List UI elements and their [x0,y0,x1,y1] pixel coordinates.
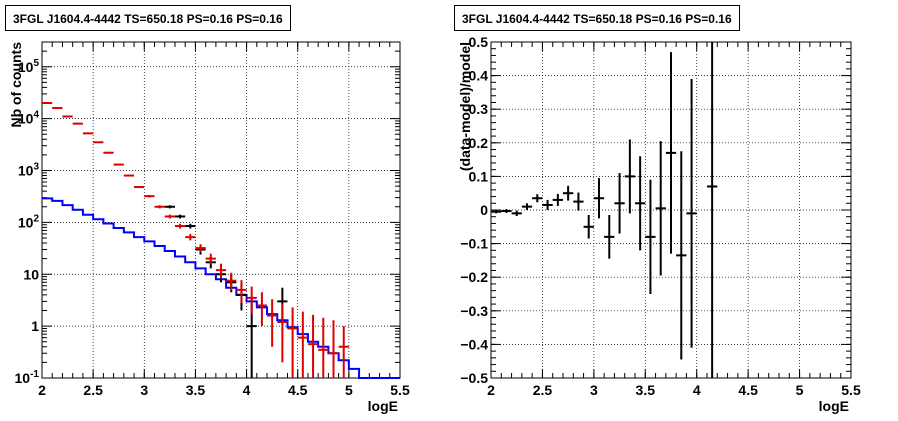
y-tick-label: 102 [18,213,40,230]
x-tick-label: 2.5 [533,382,553,398]
counts-panel: 2 2.5 3 3.5 4 4.5 5 5.5 10-1 1 10 102 103 104 105 logE N… [8,41,410,414]
x-tick-label: 5.5 [390,382,410,398]
x-tick-label: 3.5 [186,382,206,398]
y-tick-label: 10-1 [15,369,40,386]
x-tick-label: 4.5 [288,382,308,398]
y-tick-label: −0.1 [460,236,488,252]
x-tick-label: 4 [693,382,701,398]
y-tick-label: 0.4 [469,68,489,84]
x-tick-label: 3 [590,382,598,398]
x-tick-label: 2.5 [83,382,103,398]
x-axis-label: logE [819,398,849,414]
x-tick-label: 2 [487,382,495,398]
y-tick-label: 0.1 [469,168,489,184]
chart-title-left: 3FGL J1604.4-4442 TS=650.18 PS=0.16 PS=0… [5,5,291,31]
y-tick-label: 0.3 [469,101,489,117]
x-tick-label: 2 [38,382,46,398]
y-tick-label: −0.2 [460,269,488,285]
residuals-panel: 2 2.5 3 3.5 4 4.5 5 5.5 −0.5 −0.4 −0.3 −0.2 −0.1 0 0.1… [457,34,861,414]
y-tick-label: 1 [31,318,39,334]
x-tick-label: 5 [345,382,353,398]
y-tick-label: 0.2 [469,135,489,151]
y-tick-label: 10 [23,266,39,282]
chart-title-right: 3FGL J1604.4-4442 TS=650.18 PS=0.16 PS=0… [454,5,740,31]
x-tick-label: 4 [243,382,251,398]
x-axis-label: logE [368,398,398,414]
y-tick-label: 0 [480,202,488,218]
y-tick-label: −0.4 [460,336,488,352]
y-tick-label: −0.5 [460,370,488,386]
plot-frame [41,41,401,379]
x-tick-label: 3 [140,382,148,398]
x-tick-label: 5.5 [841,382,861,398]
y-tick-label: 0.5 [469,34,489,50]
y-tick-label: 105 [18,58,40,75]
model-histogram [42,197,400,379]
x-tick-label: 4.5 [738,382,758,398]
y-tick-label: −0.3 [460,303,488,319]
y-axis-label: (data-model)/model [457,42,473,171]
y-tick-label: 103 [18,162,40,179]
y-tick-label: 104 [18,110,40,127]
x-tick-label: 3.5 [636,382,656,398]
y-axis-label: Nb of counts [8,42,24,128]
x-tick-label: 5 [796,382,804,398]
